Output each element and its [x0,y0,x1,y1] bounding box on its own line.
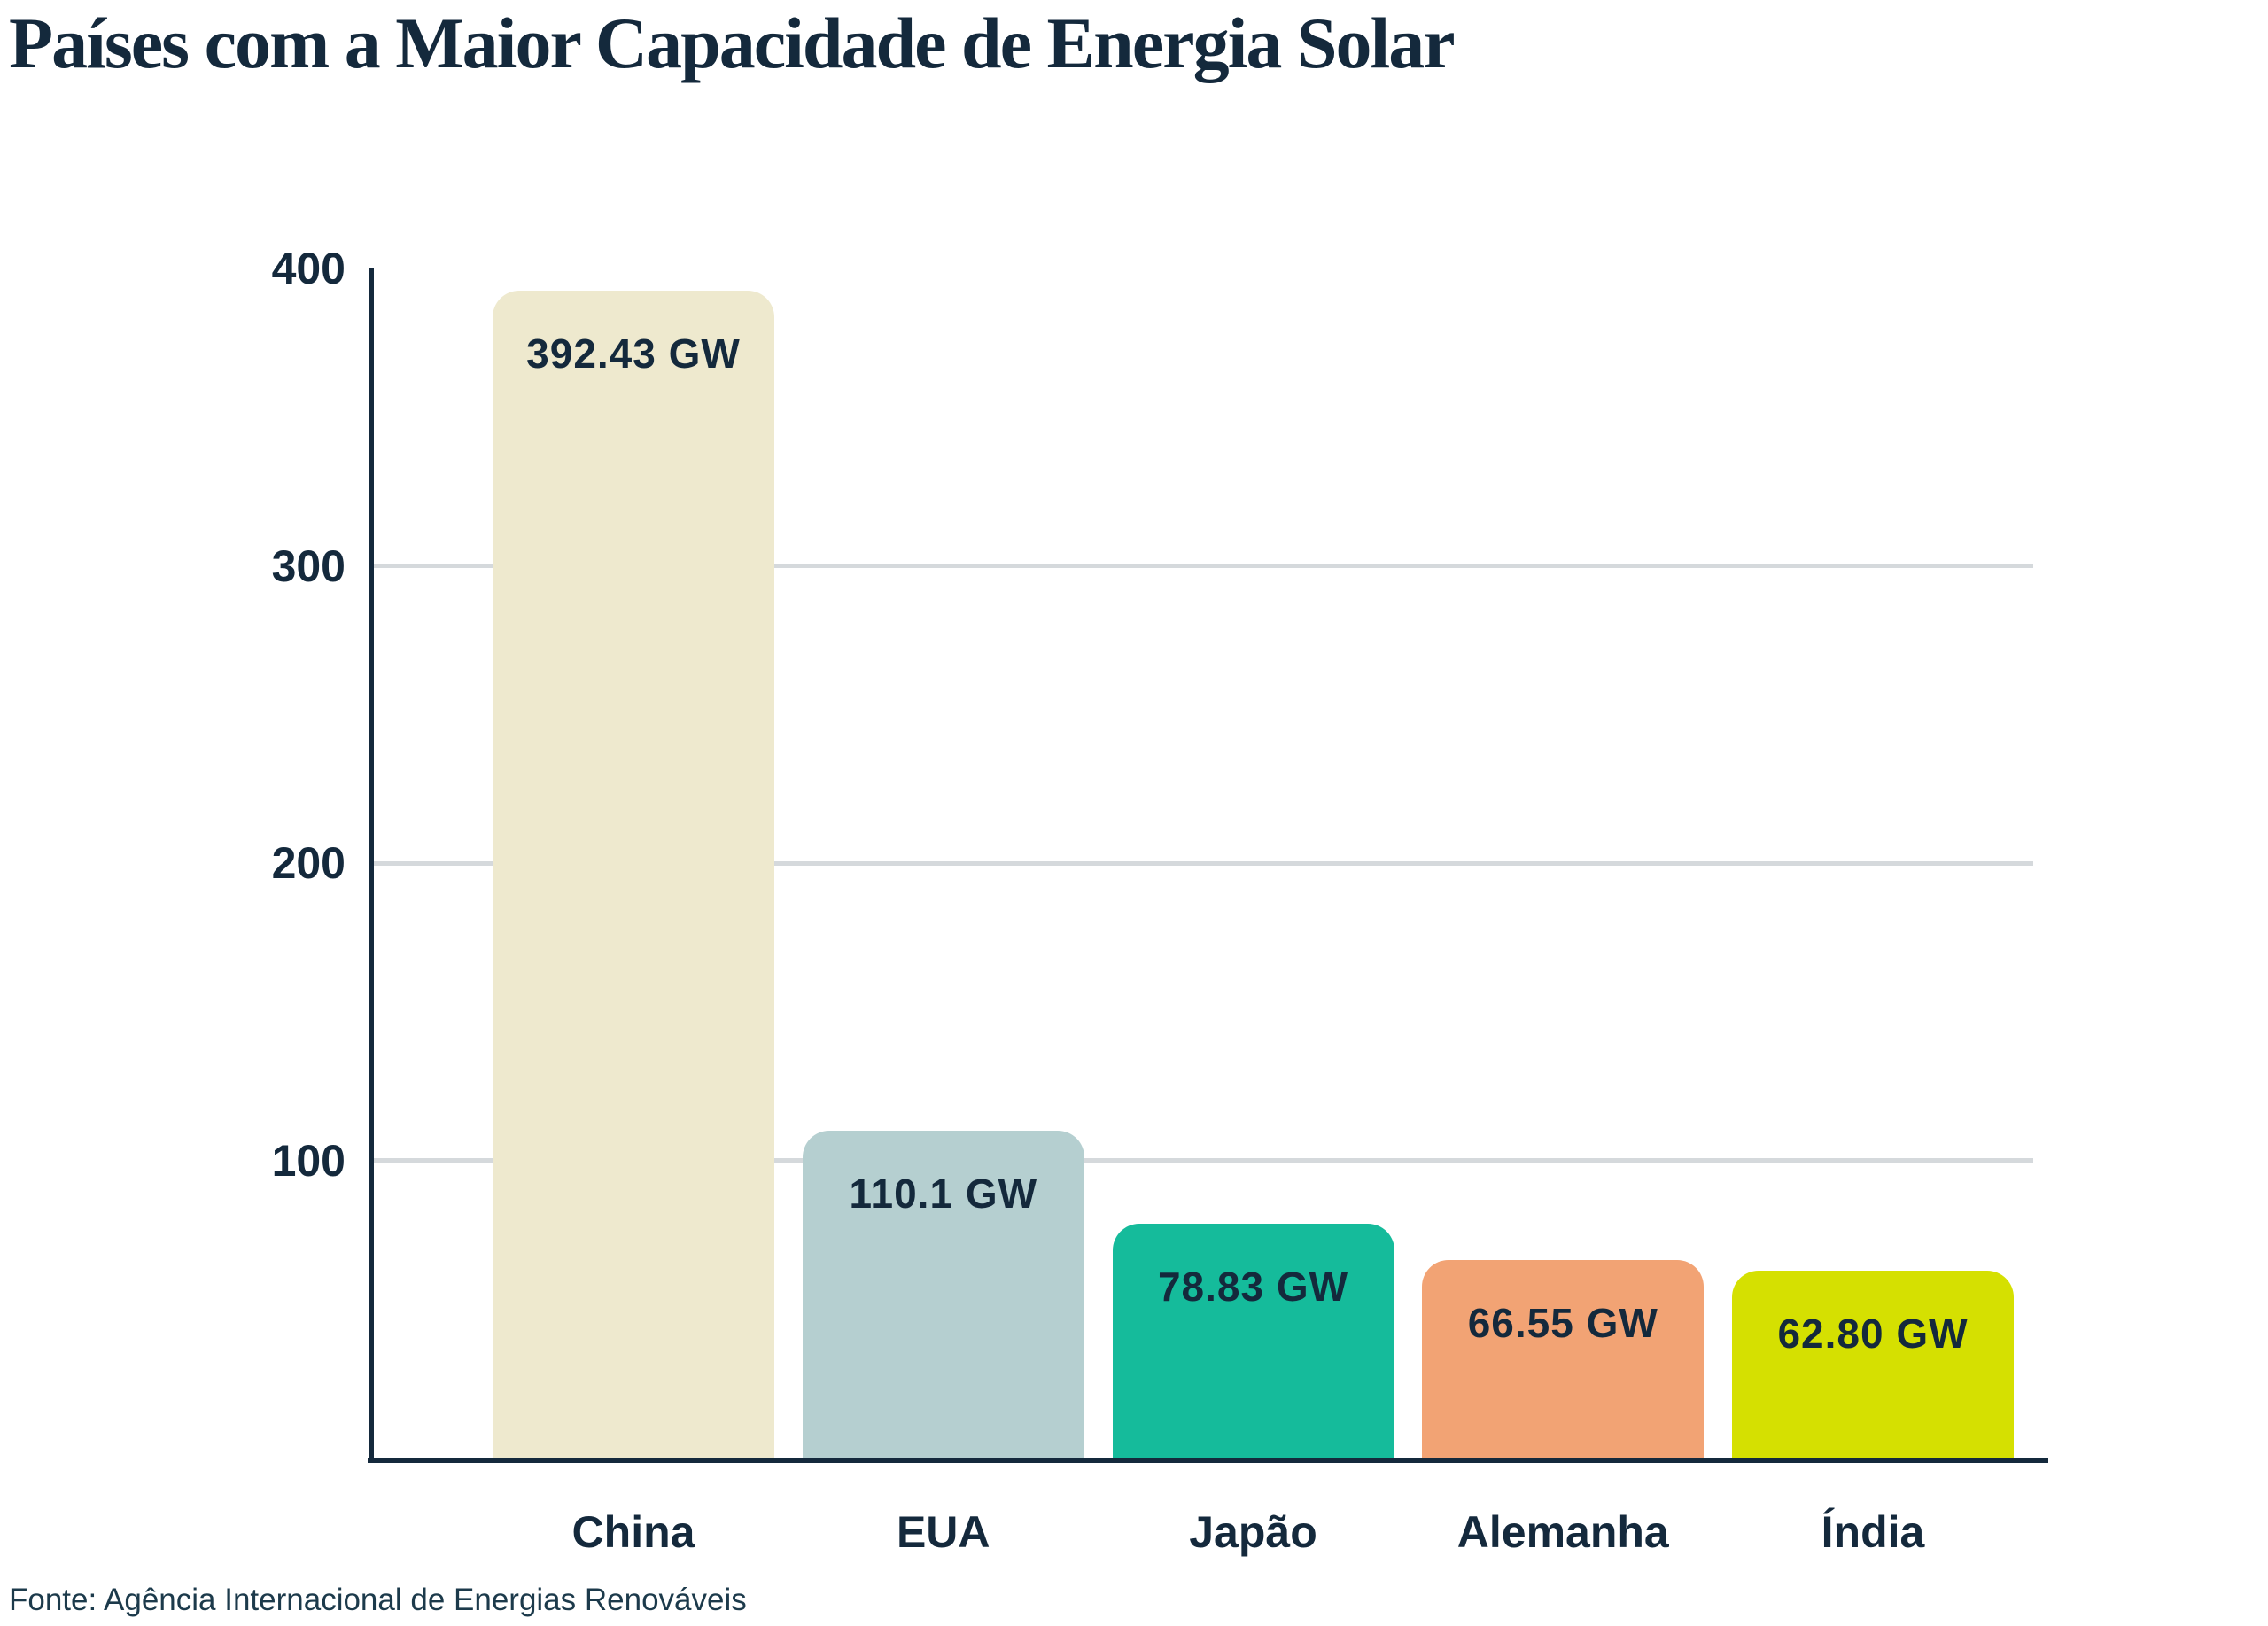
bar-eua: 110.1 GW [802,1130,1084,1458]
y-tick-label-300: 300 [271,541,346,591]
bar-alemanha: 66.55 GW [1422,1259,1705,1458]
gridline-100 [374,1158,2033,1163]
bar-value-label-alemanha: 66.55 GW [1467,1299,1658,1346]
y-tick-label-200: 200 [271,838,346,888]
page-title: Países com a Maior Capacidade de Energia… [9,3,1456,83]
bar-japão: 78.83 GW [1112,1223,1394,1458]
x-tick-label-eua: EUA [896,1507,990,1557]
bar-china: 392.43 GW [493,291,774,1458]
x-tick-label-alemanha: Alemanha [1456,1507,1669,1557]
y-axis-line [369,268,374,1463]
bar-value-label-japão: 78.83 GW [1157,1263,1349,1310]
y-tick-label-400: 400 [271,244,346,293]
plot-area: 392.43 GW 110.1 GW 78.83 GW 66.55 GW 62.80 G… [368,268,2048,1463]
bar-value-label-eua: 110.1 GW [849,1170,1038,1217]
source-note: Fonte: Agência Internacional de Energias… [9,1583,747,1617]
x-tick-label-índia: Índia [1821,1507,1925,1557]
x-tick-label-china: China [571,1507,695,1557]
bar-value-label-índia: 62.80 GW [1777,1311,1969,1358]
x-tick-label-japão: Japão [1189,1507,1317,1557]
gridline-300 [374,564,2033,568]
gridline-200 [374,860,2033,866]
bar-índia: 62.80 GW [1732,1271,2014,1458]
y-tick-label-100: 100 [271,1135,346,1186]
x-axis-line [368,1458,2048,1463]
bar-value-label-china: 392.43 GW [526,331,741,377]
